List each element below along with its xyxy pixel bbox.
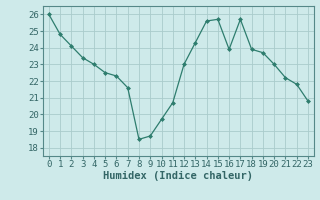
- X-axis label: Humidex (Indice chaleur): Humidex (Indice chaleur): [103, 171, 253, 181]
